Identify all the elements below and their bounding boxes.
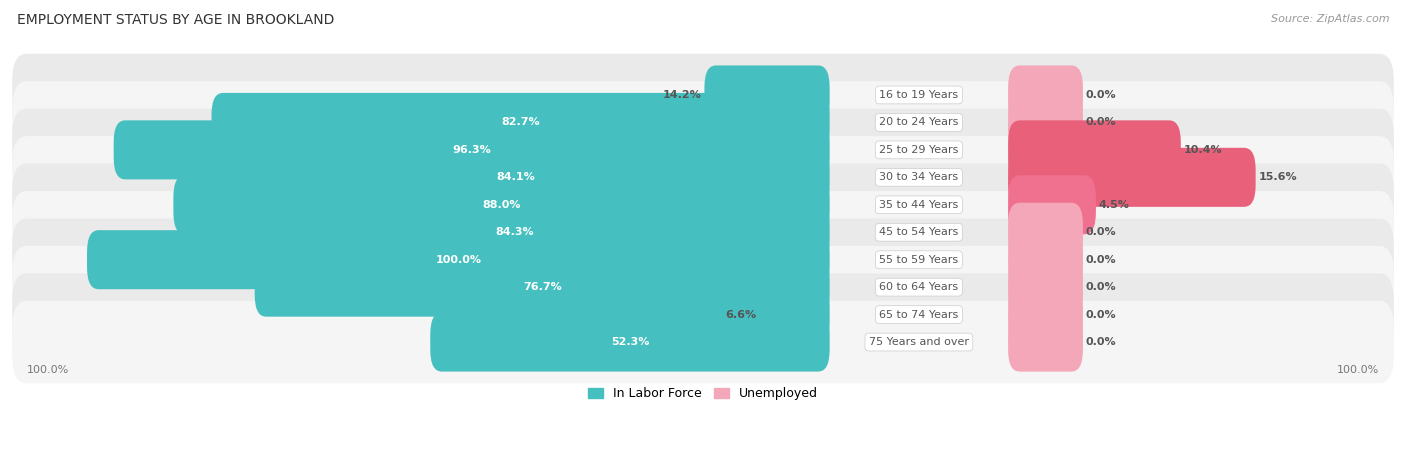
Text: 96.3%: 96.3% [453, 145, 491, 155]
FancyBboxPatch shape [13, 136, 1393, 219]
Text: 0.0%: 0.0% [1085, 310, 1116, 320]
FancyBboxPatch shape [114, 120, 830, 180]
FancyBboxPatch shape [430, 313, 830, 372]
Text: 35 to 44 Years: 35 to 44 Years [879, 200, 959, 210]
FancyBboxPatch shape [201, 148, 830, 207]
Text: 4.5%: 4.5% [1098, 200, 1129, 210]
FancyBboxPatch shape [704, 65, 830, 125]
FancyBboxPatch shape [13, 109, 1393, 191]
Text: 45 to 54 Years: 45 to 54 Years [879, 227, 959, 237]
Text: 84.3%: 84.3% [495, 227, 534, 237]
Text: 16 to 19 Years: 16 to 19 Years [879, 90, 959, 100]
Legend: In Labor Force, Unemployed: In Labor Force, Unemployed [583, 382, 823, 405]
Text: 10.4%: 10.4% [1184, 145, 1222, 155]
FancyBboxPatch shape [13, 54, 1393, 136]
FancyBboxPatch shape [13, 274, 1393, 356]
Text: 76.7%: 76.7% [523, 282, 561, 292]
Text: 0.0%: 0.0% [1085, 255, 1116, 265]
Text: EMPLOYMENT STATUS BY AGE IN BROOKLAND: EMPLOYMENT STATUS BY AGE IN BROOKLAND [17, 14, 335, 27]
FancyBboxPatch shape [1008, 65, 1083, 125]
Text: 0.0%: 0.0% [1085, 227, 1116, 237]
Text: 100.0%: 100.0% [27, 364, 69, 374]
Text: 60 to 64 Years: 60 to 64 Years [879, 282, 959, 292]
Text: 15.6%: 15.6% [1258, 172, 1298, 182]
FancyBboxPatch shape [1008, 258, 1083, 317]
Text: 55 to 59 Years: 55 to 59 Years [879, 255, 959, 265]
FancyBboxPatch shape [1008, 148, 1256, 207]
Text: 84.1%: 84.1% [496, 172, 534, 182]
FancyBboxPatch shape [13, 81, 1393, 164]
Text: 25 to 29 Years: 25 to 29 Years [879, 145, 959, 155]
FancyBboxPatch shape [1008, 313, 1083, 372]
FancyBboxPatch shape [200, 203, 830, 262]
FancyBboxPatch shape [1008, 285, 1083, 344]
FancyBboxPatch shape [1008, 203, 1083, 262]
FancyBboxPatch shape [13, 164, 1393, 246]
FancyBboxPatch shape [254, 258, 830, 317]
FancyBboxPatch shape [1008, 230, 1083, 289]
Text: 75 Years and over: 75 Years and over [869, 337, 969, 347]
Text: 0.0%: 0.0% [1085, 90, 1116, 100]
FancyBboxPatch shape [211, 93, 830, 152]
Text: 52.3%: 52.3% [610, 337, 650, 347]
FancyBboxPatch shape [87, 230, 830, 289]
FancyBboxPatch shape [1008, 93, 1083, 152]
FancyBboxPatch shape [1008, 175, 1095, 234]
Text: 0.0%: 0.0% [1085, 337, 1116, 347]
Text: 14.2%: 14.2% [662, 90, 702, 100]
FancyBboxPatch shape [173, 175, 830, 234]
Text: Source: ZipAtlas.com: Source: ZipAtlas.com [1271, 14, 1389, 23]
Text: 30 to 34 Years: 30 to 34 Years [879, 172, 959, 182]
FancyBboxPatch shape [13, 219, 1393, 301]
Text: 100.0%: 100.0% [1337, 364, 1379, 374]
Text: 20 to 24 Years: 20 to 24 Years [879, 117, 959, 127]
Text: 6.6%: 6.6% [725, 310, 756, 320]
FancyBboxPatch shape [1008, 120, 1181, 180]
Text: 82.7%: 82.7% [502, 117, 540, 127]
Text: 88.0%: 88.0% [482, 200, 520, 210]
FancyBboxPatch shape [13, 191, 1393, 274]
FancyBboxPatch shape [13, 301, 1393, 383]
Text: 65 to 74 Years: 65 to 74 Years [879, 310, 959, 320]
Text: 0.0%: 0.0% [1085, 117, 1116, 127]
FancyBboxPatch shape [13, 246, 1393, 328]
Text: 100.0%: 100.0% [436, 255, 481, 265]
Text: 0.0%: 0.0% [1085, 282, 1116, 292]
FancyBboxPatch shape [759, 285, 830, 344]
